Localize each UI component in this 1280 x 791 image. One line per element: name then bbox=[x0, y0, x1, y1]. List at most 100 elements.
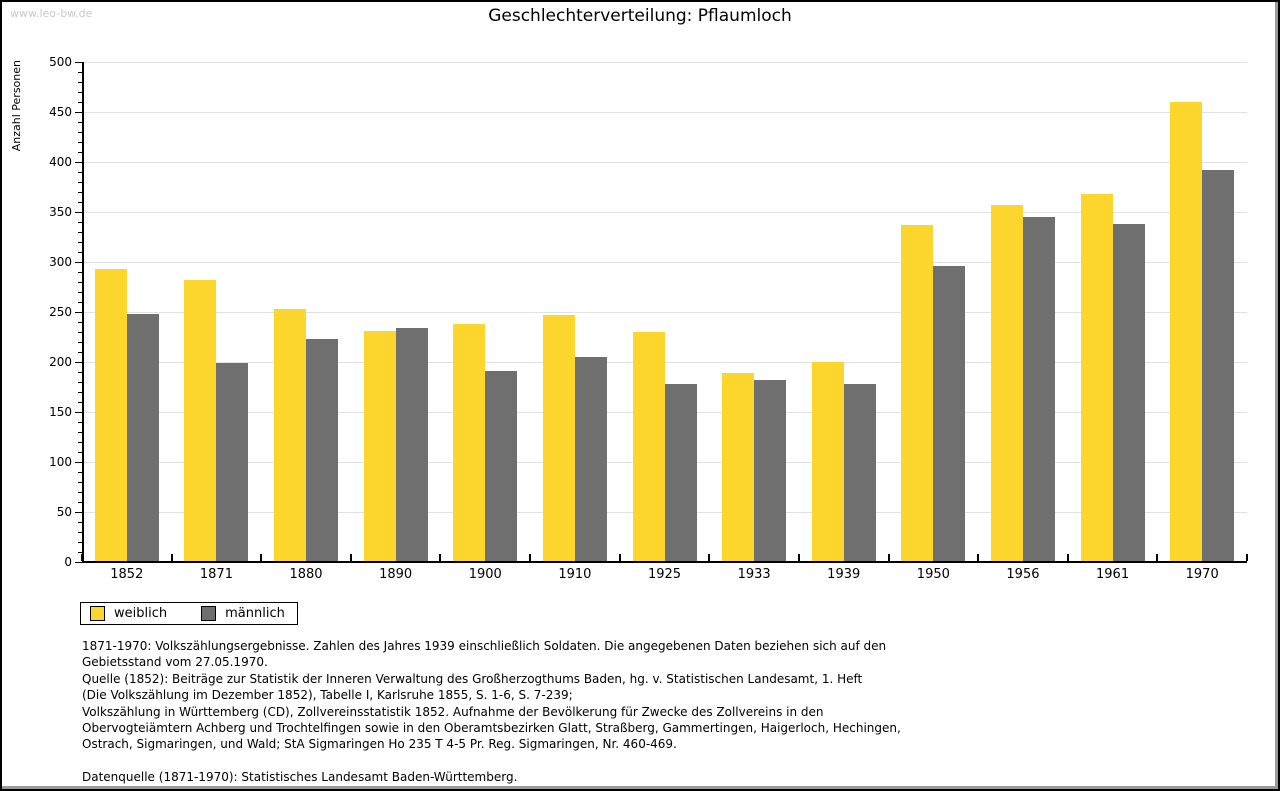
x-axis-line bbox=[82, 561, 1247, 563]
y-major-tick bbox=[75, 562, 82, 563]
legend-label-maennlich: männlich bbox=[225, 606, 285, 621]
x-boundary-tick bbox=[797, 554, 800, 561]
y-minor-tick bbox=[78, 122, 82, 123]
y-minor-tick bbox=[78, 182, 82, 183]
y-minor-tick bbox=[78, 272, 82, 273]
data-source-line: Datenquelle (1871-1970): Statistisches L… bbox=[82, 769, 518, 784]
bar-weiblich-1933 bbox=[722, 373, 755, 561]
y-gridline bbox=[84, 162, 1247, 163]
y-minor-tick bbox=[78, 202, 82, 203]
y-minor-tick bbox=[78, 522, 82, 523]
y-minor-tick bbox=[78, 152, 82, 153]
y-minor-tick bbox=[78, 172, 82, 173]
x-tick-label: 1910 bbox=[558, 567, 592, 582]
y-axis-line bbox=[82, 62, 84, 563]
y-tick-label: 200 bbox=[49, 355, 72, 369]
y-minor-tick bbox=[78, 532, 82, 533]
y-minor-tick bbox=[78, 482, 82, 483]
x-tick-label: 1950 bbox=[916, 567, 950, 582]
bar-weiblich-1900 bbox=[453, 324, 486, 561]
y-minor-tick bbox=[78, 242, 82, 243]
x-boundary-tick bbox=[349, 554, 352, 561]
y-gridline bbox=[84, 262, 1247, 263]
footnote-line: 1871-1970: Volkszählungsergebnisse. Zahl… bbox=[82, 639, 887, 653]
y-major-tick bbox=[75, 162, 82, 163]
y-minor-tick bbox=[78, 392, 82, 393]
y-gridline bbox=[84, 362, 1247, 363]
bar-weiblich-1880 bbox=[274, 309, 307, 561]
y-minor-tick bbox=[78, 322, 82, 323]
y-minor-tick bbox=[78, 502, 82, 503]
x-boundary-tick bbox=[887, 554, 890, 561]
x-tick-label: 1933 bbox=[737, 567, 771, 582]
y-minor-tick bbox=[78, 442, 82, 443]
bar-männlich-1939 bbox=[843, 384, 876, 561]
x-tick-label: 1925 bbox=[647, 567, 682, 582]
y-minor-tick bbox=[78, 92, 82, 93]
y-tick-label: 100 bbox=[49, 455, 72, 469]
y-major-tick bbox=[75, 262, 82, 263]
y-major-tick bbox=[75, 512, 82, 513]
y-minor-tick bbox=[78, 232, 82, 233]
watermark: www.leo-bw.de bbox=[10, 7, 93, 20]
bar-weiblich-1910 bbox=[542, 315, 575, 561]
bar-weiblich-1852 bbox=[94, 269, 127, 561]
y-minor-tick bbox=[78, 542, 82, 543]
x-boundary-tick bbox=[977, 554, 980, 561]
x-boundary-tick bbox=[1066, 554, 1069, 561]
legend-swatch-weiblich bbox=[90, 606, 105, 621]
legend-item-weiblich: weiblich bbox=[90, 606, 167, 621]
footnote-line: Ostrach, Sigmaringen, und Wald; StA Sigm… bbox=[82, 737, 677, 752]
y-major-tick bbox=[75, 212, 82, 213]
y-tick-label: 450 bbox=[49, 105, 72, 119]
y-minor-tick bbox=[78, 142, 82, 143]
y-major-tick bbox=[75, 462, 82, 463]
y-minor-tick bbox=[78, 72, 82, 73]
legend-label-weiblich: weiblich bbox=[114, 606, 168, 621]
bar-männlich-1950 bbox=[933, 266, 966, 561]
y-minor-tick bbox=[78, 402, 82, 403]
bar-männlich-1890 bbox=[395, 328, 428, 561]
bar-weiblich-1890 bbox=[363, 331, 396, 561]
y-minor-tick bbox=[78, 552, 82, 553]
y-minor-tick bbox=[78, 252, 82, 253]
x-boundary-tick bbox=[439, 554, 442, 561]
y-minor-tick bbox=[78, 372, 82, 373]
legend-item-maennlich: männlich bbox=[201, 606, 285, 621]
bar-weiblich-1925 bbox=[632, 332, 665, 561]
y-gridline bbox=[84, 312, 1247, 313]
y-tick-label: 300 bbox=[49, 255, 72, 269]
x-boundary-tick bbox=[1156, 554, 1159, 561]
x-tick-label: 1970 bbox=[1185, 567, 1219, 582]
bar-weiblich-1871 bbox=[184, 280, 217, 561]
bar-männlich-1956 bbox=[1022, 217, 1055, 561]
x-boundary-tick bbox=[260, 554, 263, 561]
x-tick-label: 1900 bbox=[468, 567, 502, 582]
bar-männlich-1970 bbox=[1202, 170, 1235, 561]
y-tick-label: 0 bbox=[64, 555, 72, 569]
bar-männlich-1961 bbox=[1112, 224, 1145, 561]
y-minor-tick bbox=[78, 132, 82, 133]
x-tick-label: 1871 bbox=[199, 567, 233, 582]
y-minor-tick bbox=[78, 82, 82, 83]
bar-weiblich-1956 bbox=[990, 205, 1023, 561]
x-tick-label: 1852 bbox=[110, 567, 144, 582]
y-minor-tick bbox=[78, 222, 82, 223]
y-minor-tick bbox=[78, 302, 82, 303]
y-minor-tick bbox=[78, 292, 82, 293]
bar-weiblich-1961 bbox=[1080, 194, 1113, 561]
y-minor-tick bbox=[78, 422, 82, 423]
x-boundary-tick bbox=[529, 554, 532, 561]
x-tick-label: 1880 bbox=[289, 567, 323, 582]
y-tick-label: 400 bbox=[49, 155, 72, 169]
page-title: Geschlechterverteilung: Pflaumloch bbox=[488, 6, 792, 26]
y-minor-tick bbox=[78, 452, 82, 453]
bar-männlich-1933 bbox=[754, 380, 787, 561]
y-tick-label: 350 bbox=[49, 205, 72, 219]
y-tick-label: 250 bbox=[49, 305, 72, 319]
x-boundary-tick bbox=[81, 554, 83, 561]
bar-weiblich-1939 bbox=[811, 362, 844, 561]
y-gridline bbox=[84, 112, 1247, 113]
